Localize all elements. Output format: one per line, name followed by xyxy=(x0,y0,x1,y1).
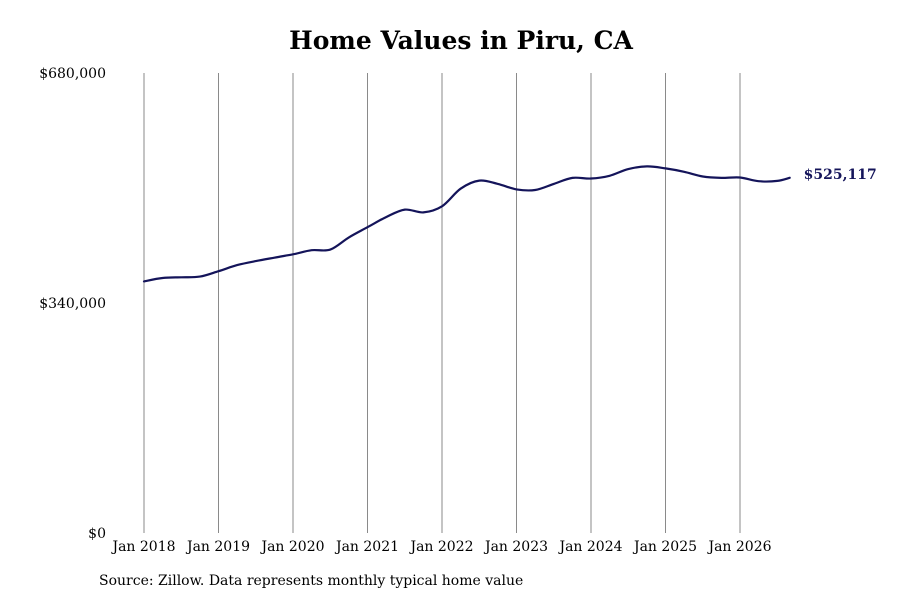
x-tick-label: Jan 2018 xyxy=(110,539,175,555)
y-tick-label: $340,000 xyxy=(39,296,106,312)
x-tick-label: Jan 2024 xyxy=(557,539,622,555)
x-axis-tick-labels: Jan 2018 Jan 2019 Jan 2020 Jan 2021 Jan 2022… xyxy=(110,539,771,555)
x-tick-label: Jan 2023 xyxy=(483,539,548,555)
x-tick-label: Jan 2021 xyxy=(334,539,399,555)
x-tick-label: Jan 2020 xyxy=(259,539,324,555)
x-tick-label: Jan 2026 xyxy=(706,539,771,555)
y-tick-label: $0 xyxy=(88,526,106,542)
last-value-label: $525,117 xyxy=(804,167,877,183)
home-value-series-line xyxy=(142,165,791,283)
vertical-gridlines xyxy=(143,73,741,533)
chart-title: Home Values in Piru, CA xyxy=(289,26,633,55)
x-tick-label: Jan 2019 xyxy=(185,539,250,555)
x-tick-label: Jan 2025 xyxy=(632,539,697,555)
source-note: Source: Zillow. Data represents monthly … xyxy=(99,573,524,589)
y-tick-label: $680,000 xyxy=(39,66,106,82)
y-axis-tick-labels: $0 $340,000 $680,000 xyxy=(39,66,106,542)
x-tick-label: Jan 2022 xyxy=(408,539,473,555)
